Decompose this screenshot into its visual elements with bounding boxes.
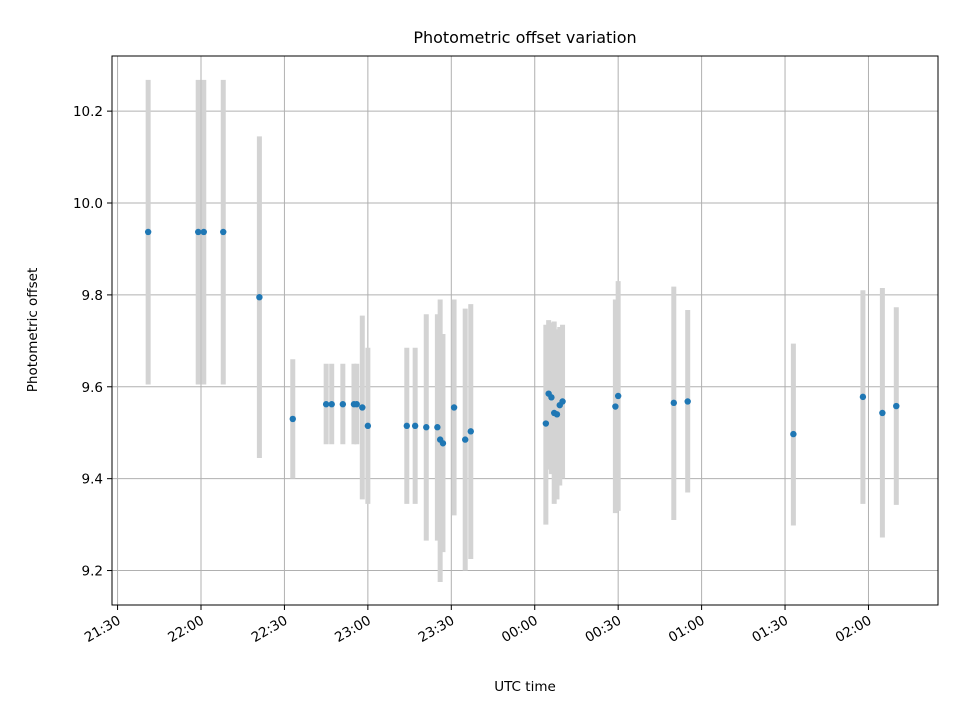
data-point — [450, 404, 458, 411]
y-tick-label: 10.0 — [73, 196, 103, 212]
data-point — [859, 393, 867, 401]
data-point — [559, 398, 566, 405]
data-points — [144, 228, 900, 447]
data-point — [790, 430, 797, 438]
y-tick-label: 9.2 — [82, 564, 103, 580]
data-point — [614, 392, 622, 400]
plot-frame — [111, 55, 939, 606]
data-point — [434, 424, 441, 431]
y-axis-label: Photometric offset — [25, 268, 41, 392]
data-point — [879, 409, 886, 417]
chart-title: Photometric offset variation — [413, 28, 636, 47]
data-point — [328, 401, 335, 408]
data-point — [364, 422, 372, 430]
data-point — [144, 228, 152, 236]
data-point — [670, 399, 677, 407]
data-point — [411, 422, 419, 430]
y-tick-label: 10.2 — [73, 104, 103, 120]
data-point — [353, 401, 360, 408]
data-point — [462, 436, 469, 443]
data-point — [553, 411, 561, 418]
data-point — [467, 428, 474, 435]
data-point — [439, 440, 447, 447]
data-point — [322, 401, 330, 408]
y-tick-label: 9.8 — [82, 288, 103, 304]
x-axis-label: UTC time — [494, 679, 556, 695]
y-tick-label: 9.4 — [82, 472, 103, 488]
data-point — [289, 415, 296, 423]
data-point — [612, 403, 619, 410]
grid — [112, 56, 938, 605]
data-point — [548, 394, 555, 401]
data-point — [256, 293, 263, 301]
data-point — [893, 402, 900, 410]
data-point — [423, 424, 430, 431]
data-point — [542, 420, 550, 427]
data-point — [195, 228, 202, 236]
data-point — [359, 404, 366, 411]
data-point — [684, 398, 691, 405]
data-point — [403, 422, 411, 430]
data-point — [220, 228, 227, 236]
data-point — [339, 401, 347, 408]
data-point — [200, 228, 207, 236]
y-axis-ticks: 9.2 9.4 9.6 9.8 10.0 10.2 — [73, 104, 112, 580]
y-tick-label: 9.6 — [82, 380, 103, 396]
